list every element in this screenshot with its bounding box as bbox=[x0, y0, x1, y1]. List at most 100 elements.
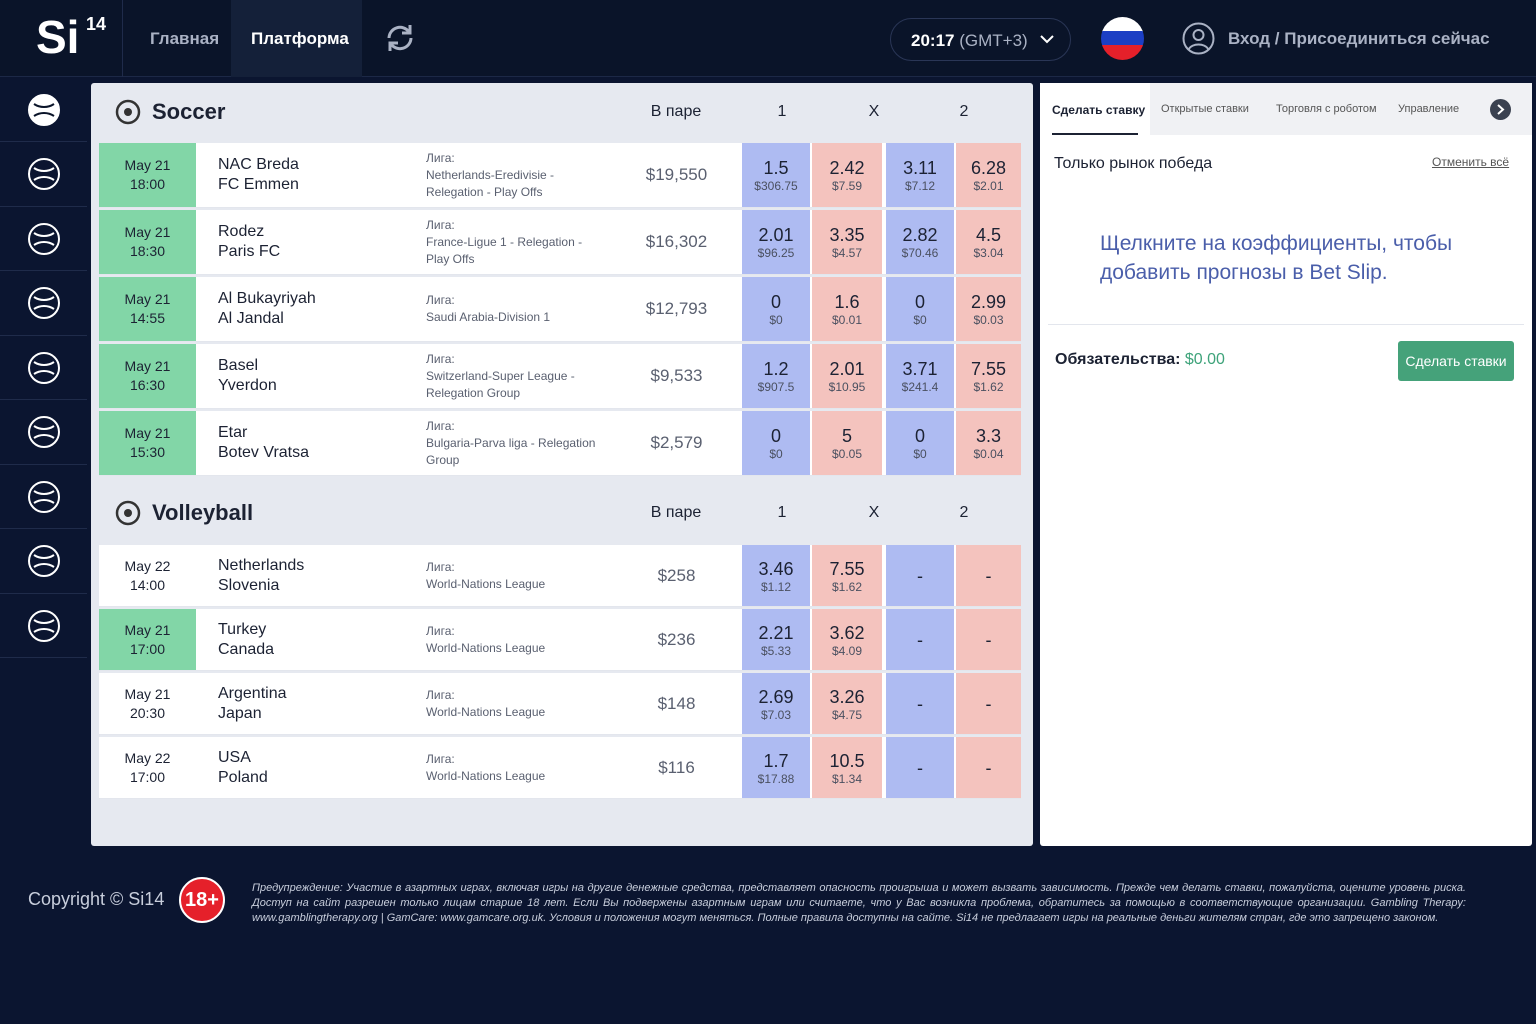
match-row[interactable]: May 21 20:30 Argentina Japan Лига: World-Nati… bbox=[99, 673, 1021, 735]
match-row[interactable]: May 21 18:00 NAC Breda FC Emmen Лига: Netherl… bbox=[99, 143, 1021, 208]
league: Лига: World-Nations League bbox=[426, 545, 601, 606]
odds-cell[interactable]: 2.42 $7.59 bbox=[812, 143, 882, 207]
odds-cell[interactable]: 3.71 $241.4 bbox=[886, 344, 954, 408]
logo-sup: 14 bbox=[86, 14, 107, 34]
match-date: May 21 20:30 bbox=[99, 673, 196, 734]
odds-cell[interactable]: 10.5 $1.34 bbox=[812, 737, 882, 798]
odds-cell[interactable]: 3.3 $0.04 bbox=[956, 411, 1021, 475]
odds-cell[interactable]: - bbox=[956, 673, 1021, 734]
tab[interactable]: Открытые ставки bbox=[1161, 103, 1249, 115]
tab-next[interactable] bbox=[1490, 99, 1511, 120]
odds-cell[interactable]: 0 $0 bbox=[886, 277, 954, 341]
odds-cell[interactable]: 7.55 $1.62 bbox=[812, 545, 882, 606]
odds-cell[interactable]: 7.55 $1.62 bbox=[956, 344, 1021, 408]
sport-icon[interactable] bbox=[0, 78, 87, 142]
match-row[interactable]: May 21 15:30 Etar Botev Vratsa Лига: Bulgaria… bbox=[99, 411, 1021, 476]
join[interactable]: Присоединиться сейчас bbox=[1284, 29, 1490, 48]
odds-price: - bbox=[917, 757, 923, 778]
odds-cell[interactable]: 3.26 $4.75 bbox=[812, 673, 882, 734]
odds-cell[interactable]: - bbox=[886, 545, 954, 606]
team-home: Argentina bbox=[218, 684, 287, 702]
odds-amount: $1.12 bbox=[760, 579, 792, 594]
match-row[interactable]: May 21 14:55 Al Bukayriyah Al Jandal Лига: Sa… bbox=[99, 277, 1021, 342]
liabilities-value: $0.00 bbox=[1184, 351, 1225, 368]
odds-cell[interactable]: 0 $0 bbox=[742, 277, 810, 341]
odds-cell[interactable]: 3.46 $1.12 bbox=[742, 545, 810, 606]
odds-cell[interactable]: 0 $0 bbox=[886, 411, 954, 475]
time: 20:30 bbox=[129, 704, 166, 721]
match-row[interactable]: May 22 17:00 USA Poland Лига: World-Nations L… bbox=[99, 737, 1021, 799]
user-icon[interactable] bbox=[1182, 22, 1215, 55]
sport-icon[interactable] bbox=[0, 594, 87, 658]
league-label: Лига: bbox=[426, 351, 455, 366]
league-name: Bulgaria-Parva liga - Relegation Group bbox=[426, 435, 596, 467]
league-label: Лига: bbox=[426, 418, 455, 433]
odds-cell[interactable]: - bbox=[886, 673, 954, 734]
login[interactable]: Вход bbox=[1228, 29, 1271, 48]
tab[interactable]: Торговля с роботом bbox=[1276, 103, 1377, 115]
odds-cell[interactable]: 3.35 $4.57 bbox=[812, 210, 882, 274]
odds-cell[interactable]: - bbox=[956, 737, 1021, 798]
odds-cell[interactable]: - bbox=[886, 609, 954, 670]
odds-amount: $4.57 bbox=[831, 246, 863, 260]
tab[interactable]: Управление bbox=[1398, 103, 1460, 115]
odds-amount: $0 bbox=[913, 313, 927, 327]
odds-amount: $3.04 bbox=[973, 246, 1004, 260]
odds-cell[interactable]: 5 $0.05 bbox=[812, 411, 882, 475]
odds-cell[interactable]: 1.7 $17.88 bbox=[742, 737, 810, 798]
odds-cell[interactable]: - bbox=[956, 609, 1021, 670]
place-bets-button[interactable]: Сделать ставки bbox=[1398, 341, 1514, 381]
sport-icon[interactable] bbox=[0, 336, 87, 400]
odds-cell[interactable]: 2.01 $96.25 bbox=[742, 210, 810, 274]
refresh-icon[interactable] bbox=[383, 21, 417, 55]
icon bbox=[27, 287, 60, 319]
odds-cell[interactable]: - bbox=[956, 545, 1021, 606]
odds-price: 1.2 bbox=[763, 359, 789, 379]
sport-icon[interactable] bbox=[0, 143, 87, 207]
nav-item[interactable]: Главная bbox=[150, 29, 220, 48]
odds-amount: $0.03 bbox=[973, 313, 1004, 327]
flag-ru[interactable] bbox=[1101, 17, 1144, 60]
league: Лига: Bulgaria-Parva liga - Relegation Gr… bbox=[426, 411, 601, 475]
odds-cell[interactable]: 2.82 $70.46 bbox=[886, 210, 954, 274]
odds-cell[interactable]: 2.69 $7.03 bbox=[742, 673, 810, 734]
sport-icon[interactable] bbox=[0, 401, 87, 465]
sport-icon[interactable] bbox=[0, 465, 87, 529]
time-select[interactable]: 20:17 (GMT+3) bbox=[890, 18, 1071, 61]
sport-icon[interactable] bbox=[0, 207, 87, 271]
logo[interactable]: Si bbox=[36, 11, 80, 63]
odds-cell[interactable]: 3.11 $7.12 bbox=[886, 143, 954, 207]
odds-cell[interactable]: 2.99 $0.03 bbox=[956, 277, 1021, 341]
team-away: Paris FC bbox=[218, 243, 281, 260]
match-row[interactable]: May 21 17:00 Turkey Canada Лига: World-Nation… bbox=[99, 609, 1021, 671]
odds-cell[interactable]: 0 $0 bbox=[742, 411, 810, 475]
team-away: Japan bbox=[218, 704, 262, 722]
odds-cell[interactable]: 2.01 $10.95 bbox=[812, 344, 882, 408]
league: Лига: World-Nations League bbox=[426, 609, 601, 670]
odds-cell[interactable]: 1.6 $0.01 bbox=[812, 277, 882, 341]
teams: Turkey Canada bbox=[218, 609, 274, 670]
match-row[interactable]: May 21 16:30 Basel Yverdon Лига: Switzerland-… bbox=[99, 344, 1021, 409]
odds-cell[interactable]: 3.62 $4.09 bbox=[812, 609, 882, 670]
odds-cell[interactable]: 1.5 $306.75 bbox=[742, 143, 810, 207]
odds-cell[interactable]: 6.28 $2.01 bbox=[956, 143, 1021, 207]
matched-amount: $16,302 bbox=[645, 232, 708, 251]
sport-icon[interactable] bbox=[0, 530, 87, 594]
league-label: Лига: bbox=[426, 751, 455, 766]
match-row[interactable]: May 22 14:00 Netherlands Slovenia Лига: World… bbox=[99, 545, 1021, 607]
matched-amount: $9,533 bbox=[650, 366, 703, 385]
cancel-all[interactable]: Отменить всё bbox=[1432, 155, 1510, 169]
date: May 21 bbox=[124, 425, 171, 441]
odds-cell[interactable]: 1.2 $907.5 bbox=[742, 344, 810, 408]
tab-active[interactable]: Сделать ставку bbox=[1052, 103, 1146, 117]
match-row[interactable]: May 21 18:30 Rodez Paris FC Лига: France-Ligu… bbox=[99, 210, 1021, 275]
odds-cell[interactable]: - bbox=[886, 737, 954, 798]
odds-amount: $241.4 bbox=[901, 380, 939, 394]
odds-price: - bbox=[985, 629, 992, 650]
odds-cell[interactable]: 2.21 $5.33 bbox=[742, 609, 810, 670]
odds-cell[interactable]: 4.5 $3.04 bbox=[956, 210, 1021, 274]
odds-price: 2.99 bbox=[970, 292, 1007, 312]
sport-icon[interactable] bbox=[0, 272, 87, 336]
league-label: Лига: bbox=[426, 559, 455, 574]
nav-item-active[interactable]: Платформа bbox=[231, 0, 362, 77]
